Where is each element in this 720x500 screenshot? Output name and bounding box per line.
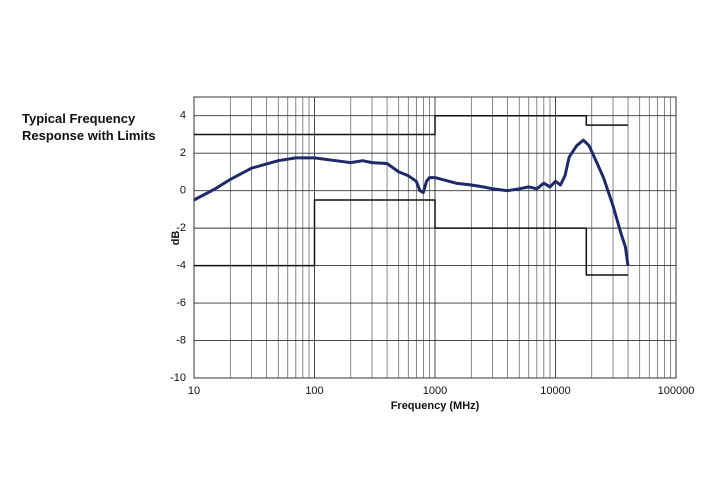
y-tick-label: -6	[176, 297, 186, 309]
limit-line	[194, 199, 628, 276]
y-tick-label: -4	[176, 260, 186, 272]
response-line	[193, 138, 630, 266]
x-tick-label: 1000	[423, 385, 447, 397]
x-axis-title: Frequency (MHz)	[391, 400, 480, 412]
limit-line	[194, 114, 628, 136]
y-axis-title: dB	[170, 231, 182, 246]
y-tick-label: 0	[180, 185, 186, 197]
x-tick-label: 10	[188, 385, 200, 397]
x-tick-label: 100	[305, 385, 323, 397]
x-tick-label: 10000	[540, 385, 571, 397]
y-tick-label: -2	[176, 222, 186, 234]
chart-title: Typical Frequency Response with Limits	[22, 111, 156, 143]
y-tick-label: 2	[180, 147, 186, 159]
y-tick-label: 4	[180, 110, 186, 122]
y-tick-label: -10	[170, 372, 186, 384]
plot-frame	[193, 96, 677, 379]
x-tick-label: 100000	[658, 385, 695, 397]
y-tick-label: -8	[176, 334, 186, 346]
